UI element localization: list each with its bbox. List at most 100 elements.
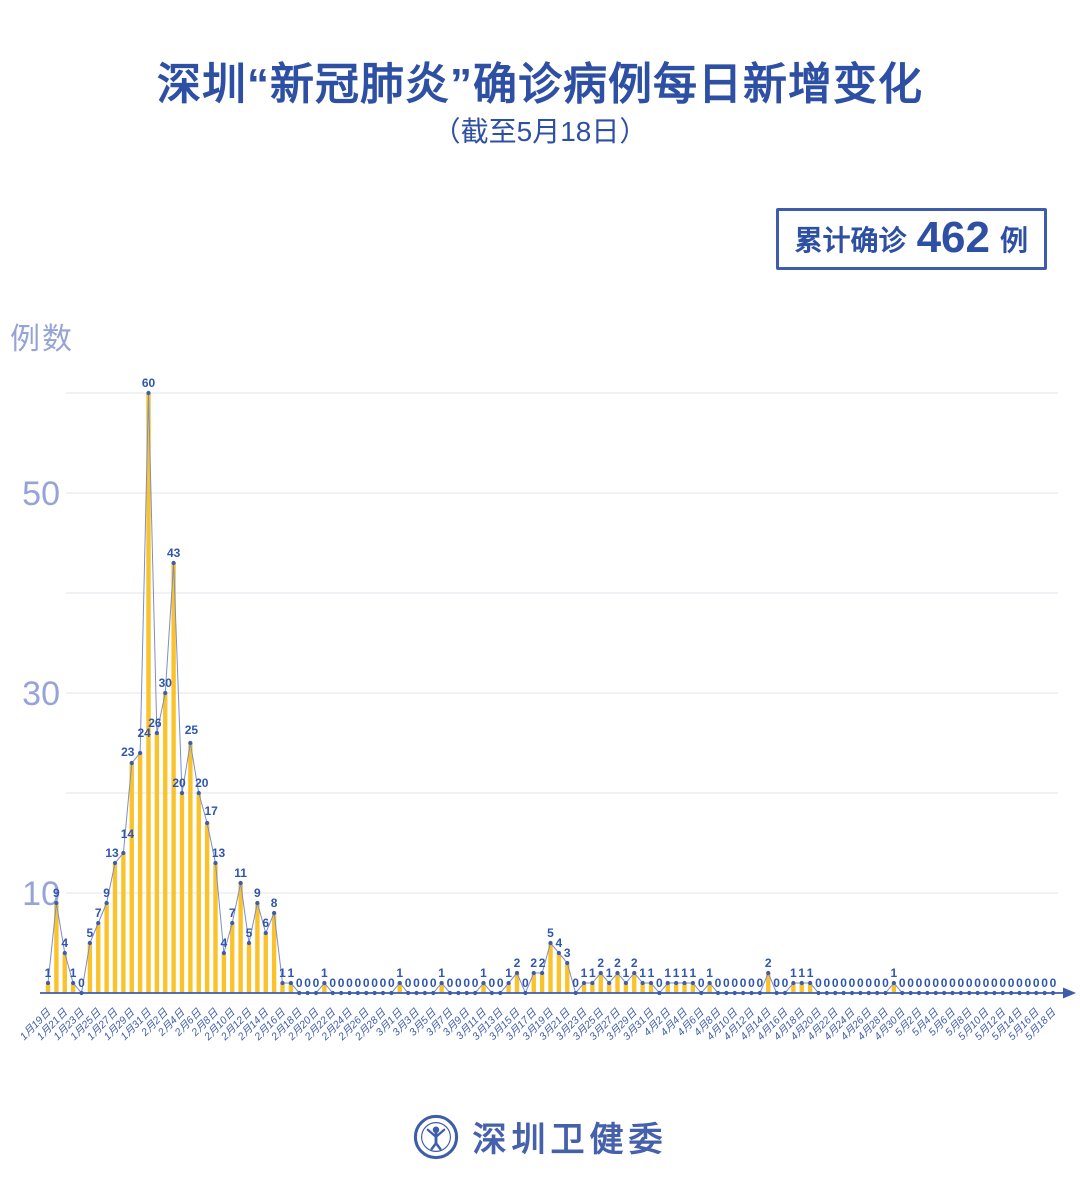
data-point xyxy=(456,990,461,996)
data-point xyxy=(933,990,938,996)
data-point xyxy=(849,990,855,996)
value-label: 0 xyxy=(413,976,420,990)
data-point xyxy=(707,980,712,986)
bar xyxy=(171,563,176,993)
data-point xyxy=(607,980,612,986)
data-point xyxy=(447,990,453,996)
value-label: 1 xyxy=(690,966,697,980)
bar xyxy=(556,953,562,993)
value-label: 0 xyxy=(363,976,370,990)
value-label: 0 xyxy=(849,976,856,990)
bar xyxy=(204,823,210,993)
value-label: 0 xyxy=(380,976,387,990)
value-label: 1 xyxy=(681,966,688,980)
value-label: 0 xyxy=(715,976,722,990)
value-label: 1 xyxy=(639,966,646,980)
bar xyxy=(62,953,67,993)
data-point xyxy=(96,920,101,926)
bar xyxy=(548,943,553,993)
value-label: 0 xyxy=(296,976,303,990)
value-label: 2 xyxy=(631,956,638,970)
value-label: 20 xyxy=(172,776,186,790)
value-label: 1 xyxy=(480,966,487,980)
value-label: 0 xyxy=(329,976,336,990)
value-label: 0 xyxy=(983,976,990,990)
data-point xyxy=(506,980,511,986)
bar xyxy=(640,983,645,993)
data-point xyxy=(866,990,871,996)
data-point xyxy=(950,990,955,996)
footer-brand: 深圳卫健委 xyxy=(472,1121,668,1159)
data-point xyxy=(556,950,561,956)
value-label: 0 xyxy=(405,976,412,990)
value-label: 0 xyxy=(371,976,378,990)
data-point xyxy=(330,990,335,996)
value-label: 0 xyxy=(899,976,906,990)
data-point xyxy=(514,970,520,976)
data-point xyxy=(406,990,411,996)
value-label: 0 xyxy=(463,976,470,990)
value-label: 5 xyxy=(246,926,253,940)
value-label: 3 xyxy=(564,946,571,960)
y-tick-label-10: 10 xyxy=(22,875,60,913)
value-label: 0 xyxy=(949,976,956,990)
data-point xyxy=(749,990,754,996)
data-point xyxy=(523,990,528,996)
bar xyxy=(615,973,620,993)
data-point xyxy=(1009,990,1014,996)
data-point xyxy=(297,990,302,996)
value-label: 2 xyxy=(539,956,546,970)
value-label: 0 xyxy=(1025,976,1032,990)
data-point xyxy=(347,990,352,996)
data-point xyxy=(138,750,143,756)
value-label: 1 xyxy=(279,966,286,980)
bar xyxy=(690,983,696,993)
y-tick-labels: 10 30 50 xyxy=(22,475,60,913)
data-point xyxy=(389,990,394,996)
value-label: 1 xyxy=(288,966,295,980)
data-point xyxy=(891,980,896,986)
value-label: 0 xyxy=(346,976,353,990)
bar xyxy=(196,793,201,993)
data-point xyxy=(942,990,947,996)
data-point xyxy=(590,980,595,986)
bar xyxy=(45,983,51,993)
data-point xyxy=(179,790,185,796)
value-label: 5 xyxy=(87,926,94,940)
data-point xyxy=(724,990,729,996)
data-point xyxy=(967,990,972,996)
data-point xyxy=(833,990,838,996)
value-label: 0 xyxy=(932,976,939,990)
bar xyxy=(188,743,193,993)
value-label: 1 xyxy=(798,966,805,980)
bar xyxy=(598,973,603,993)
badge-value: 462 xyxy=(916,213,990,262)
data-point xyxy=(439,980,444,986)
data-point xyxy=(1034,990,1039,996)
data-point xyxy=(246,940,252,946)
data-point xyxy=(272,910,277,916)
value-label: 0 xyxy=(974,976,981,990)
bar xyxy=(539,973,545,993)
bar xyxy=(807,983,813,993)
data-point xyxy=(808,980,813,986)
data-point xyxy=(355,990,360,996)
y-tick-label-30: 30 xyxy=(22,675,60,713)
bar xyxy=(481,983,486,993)
data-point xyxy=(774,990,779,996)
value-label: 0 xyxy=(430,976,437,990)
value-label: 26 xyxy=(148,716,162,730)
value-label: 0 xyxy=(991,976,998,990)
data-point xyxy=(732,990,737,996)
data-point xyxy=(799,980,804,986)
data-point xyxy=(121,850,126,856)
data-point xyxy=(171,560,176,566)
value-label: 0 xyxy=(1041,976,1048,990)
bar xyxy=(221,953,227,993)
bar xyxy=(565,963,570,993)
x-axis xyxy=(40,987,1076,999)
value-label: 9 xyxy=(103,886,110,900)
data-point xyxy=(699,990,704,996)
value-label: 6 xyxy=(262,916,269,930)
value-label: 1 xyxy=(70,966,77,980)
